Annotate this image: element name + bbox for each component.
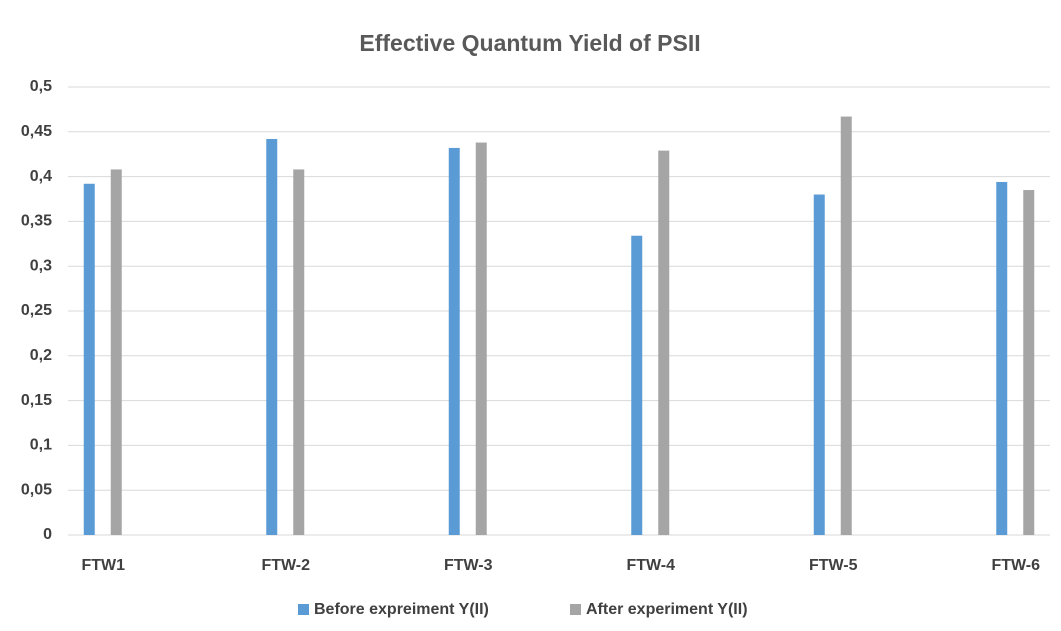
y-tick-label: 0,2 [30, 347, 52, 364]
y-tick-label: 0,15 [21, 392, 52, 409]
x-tick-label: FTW-3 [444, 557, 493, 574]
y-tick-label: 0,05 [21, 481, 52, 498]
y-tick-label: 0,45 [21, 123, 52, 140]
bar [813, 194, 825, 535]
legend-label: After experiment Y(II) [586, 601, 748, 618]
chart-title: Effective Quantum Yield of PSII [359, 30, 700, 56]
bar [996, 181, 1008, 535]
x-tick-label: FTW-5 [809, 557, 858, 574]
y-tick-label: 0,5 [30, 78, 52, 95]
bar [293, 169, 305, 535]
bar [840, 116, 852, 536]
x-tick-label: FTW1 [81, 557, 125, 574]
legend-label: Before expreiment Y(II) [314, 601, 489, 618]
bar [658, 150, 670, 535]
legend-swatch [298, 604, 309, 615]
bar [631, 235, 643, 535]
bar [266, 138, 278, 535]
y-tick-label: 0,1 [30, 437, 52, 454]
bar [110, 169, 122, 535]
x-tick-label: FTW-2 [261, 557, 310, 574]
y-tick-label: 0 [43, 526, 52, 543]
bar [83, 183, 95, 535]
legend-swatch [570, 604, 581, 615]
bar [1023, 190, 1035, 536]
x-tick-label: FTW-6 [991, 557, 1040, 574]
bar [475, 142, 487, 535]
x-tick-label: FTW-4 [626, 557, 675, 574]
bar [448, 147, 460, 536]
y-tick-label: 0,35 [21, 213, 52, 230]
y-tick-label: 0,3 [30, 257, 52, 274]
y-tick-label: 0,25 [21, 302, 52, 319]
y-tick-label: 0,4 [30, 168, 52, 185]
